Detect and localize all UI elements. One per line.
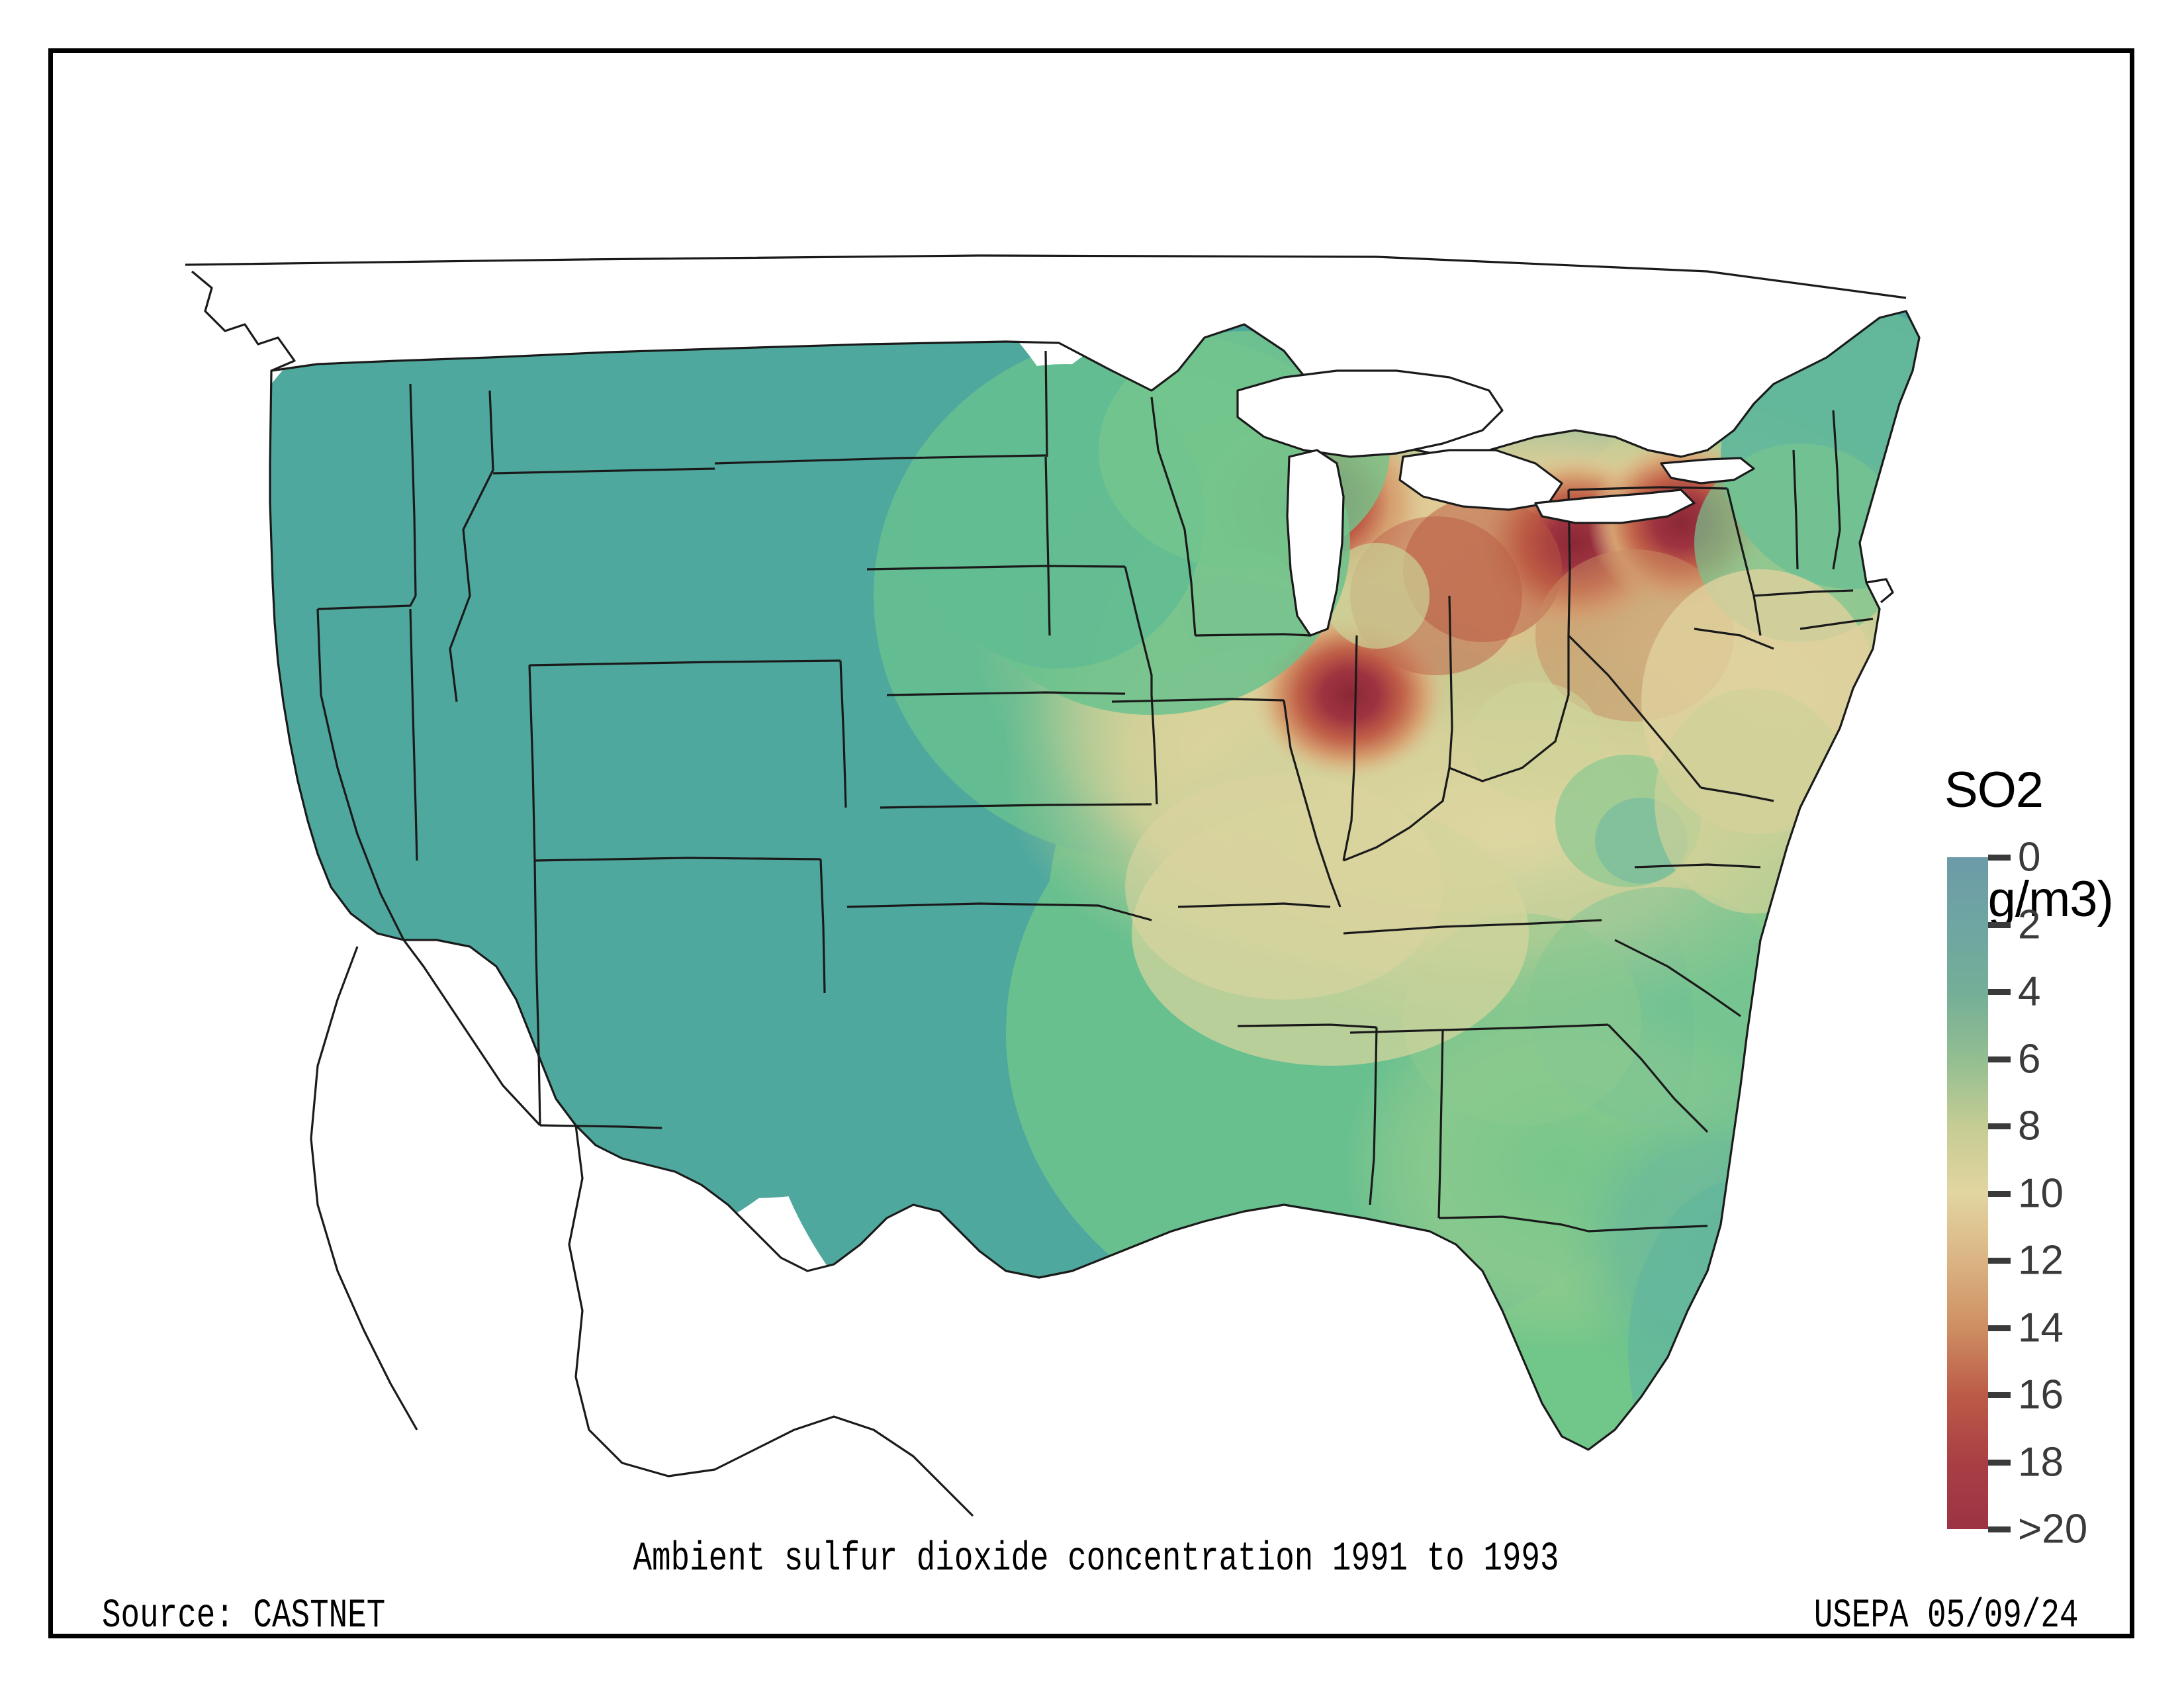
state-line-ar-la: [1237, 1023, 1377, 1029]
state-line-mt-id: [449, 390, 494, 702]
state-line-sd-mn-ia: [1044, 456, 1051, 636]
colorbar-tick-label: >20: [2018, 1506, 2088, 1552]
state-line-in-oh: [1448, 595, 1453, 769]
state-line-sd-ne: [866, 565, 1126, 571]
colorbar-tick-label: 16: [2018, 1372, 2064, 1418]
colorbar-tick-label: 4: [2018, 968, 2041, 1015]
state-line-va-nc: [1634, 863, 1761, 868]
state-line-nd-mn: [1044, 350, 1048, 457]
colorbar-tick-mark: [1988, 1392, 2011, 1398]
canada-border-context: [185, 254, 1907, 299]
colorbar-tick-label: 6: [2018, 1036, 2041, 1082]
state-line-al-fl: [1438, 1215, 1589, 1233]
lake-erie: [1534, 489, 1696, 524]
so2-concentration-map: [119, 172, 1946, 1556]
colorbar-tick-label: 12: [2018, 1237, 2064, 1284]
state-line-ne-ks: [886, 691, 1126, 696]
colorbar-tick-label: 8: [2018, 1103, 2041, 1149]
state-line-ca-az: [402, 939, 541, 1127]
colorbar-tick-mark: [1988, 1056, 2011, 1062]
agency-date-note: USEPA 05/09/24: [1813, 1593, 2078, 1639]
colorbar-tick-mark: [1988, 1526, 2011, 1532]
state-line-ks-mo: [1150, 694, 1158, 805]
state-line-ky-tn: [1343, 919, 1602, 935]
mexico-border-context: [568, 1125, 974, 1517]
state-line-pa-ny: [1568, 486, 1728, 491]
state-line-or-id: [317, 595, 417, 610]
lake-superior: [1236, 369, 1504, 458]
state-line-wi-il: [1195, 633, 1311, 637]
cape-cod: [1866, 578, 1894, 604]
state-line-ne-ia: [1124, 566, 1153, 695]
state-line-md-va: [1700, 786, 1774, 802]
state-line-al-ms: [1437, 1029, 1444, 1219]
colorbar-tick-label: 0: [2018, 834, 2041, 880]
lake-ontario: [1660, 457, 1755, 485]
state-line-wy-co: [529, 659, 841, 667]
colorbar-tick-mark: [1988, 989, 2011, 995]
colorbar-gradient: [1947, 857, 1988, 1529]
state-line-in-ky: [1343, 767, 1451, 862]
colorbar-tick-mark: [1988, 1123, 2011, 1129]
state-line-wv-va: [1567, 634, 1702, 788]
map-svg: [185, 254, 1921, 1517]
legend-title-line1: SO2: [1944, 761, 2044, 818]
pacific-northwest-coast: [191, 270, 296, 372]
source-note: Source: CASTNET: [102, 1593, 386, 1639]
state-line-co-nm: [534, 857, 821, 862]
state-line-wa-id: [409, 383, 417, 596]
colorbar-tick-label: 2: [2018, 902, 2041, 947]
state-line-nh-me: [1832, 410, 1841, 570]
state-line-il-mo: [1283, 700, 1342, 908]
state-line-nv-ut: [409, 608, 418, 861]
political-boundaries: [185, 254, 1921, 1517]
state-line-ut-co: [528, 665, 536, 861]
state-line-ms-la: [1369, 1027, 1378, 1205]
state-line-nd-sd: [714, 454, 1046, 465]
state-line-mo-ar: [1177, 902, 1331, 908]
figure-caption: Ambient sulfur dioxide concentration 199…: [633, 1536, 1559, 1582]
state-line-ks-ok: [880, 803, 1152, 809]
state-line-az-nm: [533, 860, 541, 1126]
state-line-il-in: [1342, 635, 1358, 861]
colorbar-tick-mark: [1988, 855, 2011, 861]
colorbar-tick-mark: [1988, 921, 2011, 928]
colorbar-tick-label: 10: [2018, 1170, 2064, 1216]
state-line-mn-wi: [1150, 397, 1197, 636]
baja-context: [310, 946, 418, 1430]
so2-colorbar-legend: SO2 (ug/m3): [1936, 708, 2161, 1552]
state-line-mt-wy: [492, 467, 715, 475]
colorbar-tick-label: 14: [2018, 1305, 2064, 1350]
state-line-ma-ct: [1753, 589, 1854, 597]
state-line-ok-tx: [846, 902, 1152, 921]
state-line-ga-fl: [1588, 1225, 1708, 1233]
state-line-ca-nv: [316, 608, 405, 941]
colorbar-wrapper: [1947, 857, 1988, 1529]
state-line-ny-ne: [1726, 488, 1762, 636]
state-line-oh-wv-ky: [1449, 635, 1570, 782]
lake-michigan: [1286, 449, 1345, 637]
colorbar-tick-mark: [1988, 1258, 2011, 1264]
colorbar-tick-mark: [1988, 1190, 2011, 1197]
state-line-pa-md-nj: [1694, 628, 1774, 650]
state-line-tn-al-ga: [1349, 1023, 1609, 1034]
state-line-sc-ga: [1607, 1023, 1709, 1133]
figure-frame: SO2 (ug/m3): [48, 48, 2134, 1639]
state-line-nm-tx: [539, 1124, 662, 1129]
colorbar-tick-mark: [1988, 1325, 2011, 1331]
state-line-nc-sc: [1614, 939, 1741, 1017]
us-coastline: [269, 310, 1921, 1451]
colorbar-tick-label: 18: [2018, 1439, 2064, 1485]
colorbar-tick-mark: [1988, 1459, 2011, 1466]
state-line-vt-nh: [1792, 449, 1799, 570]
state-line-co-ks-ne: [839, 660, 847, 808]
long-island: [1799, 618, 1874, 630]
state-line-nm-ok-tx: [819, 859, 826, 994]
